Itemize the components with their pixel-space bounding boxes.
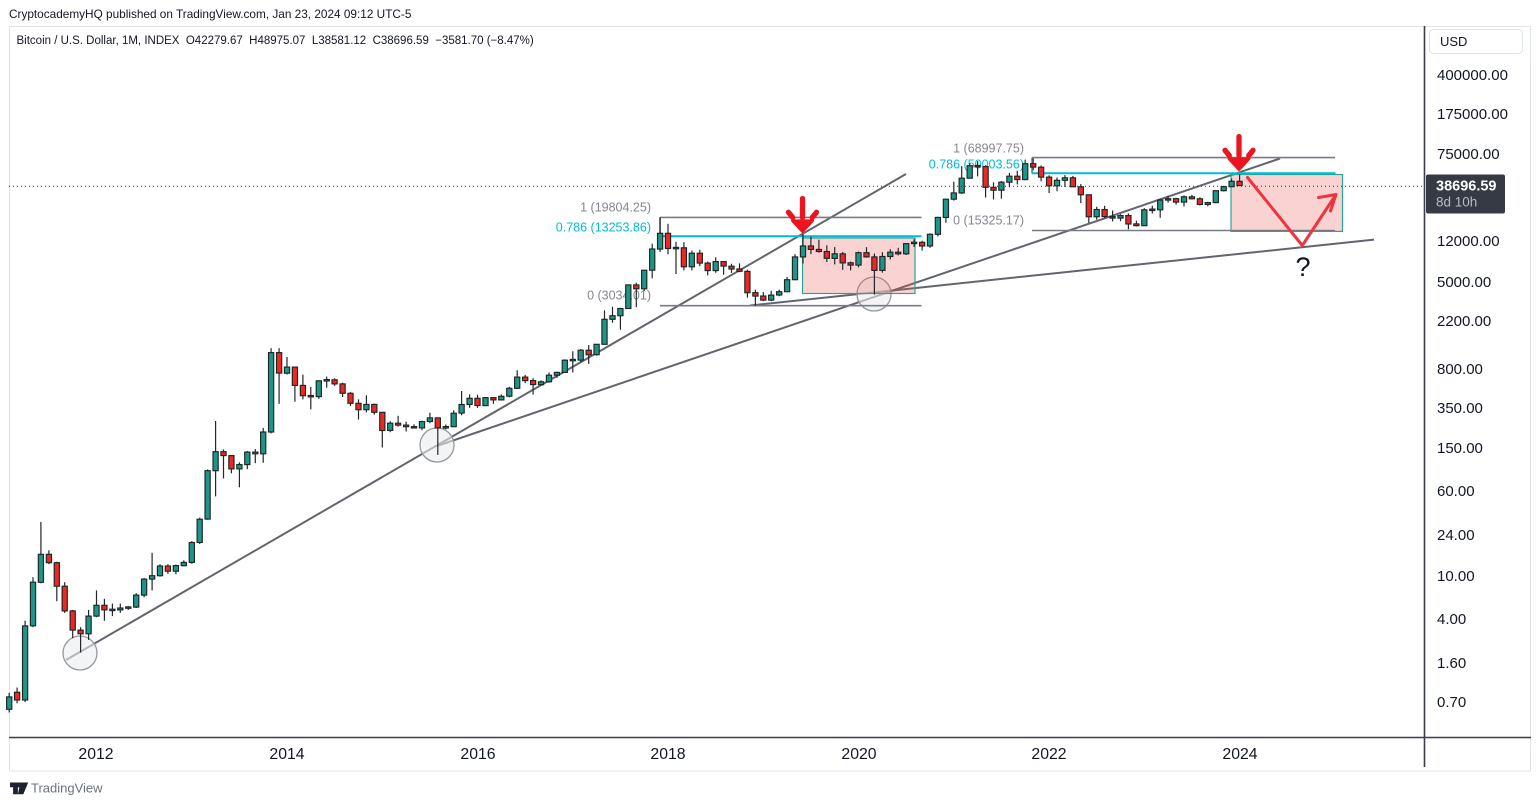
svg-text:5000.00: 5000.00 bbox=[1437, 274, 1491, 291]
svg-text:0.70: 0.70 bbox=[1437, 694, 1466, 711]
svg-text:2018: 2018 bbox=[650, 746, 685, 763]
svg-text:?: ? bbox=[1295, 252, 1310, 282]
svg-text:75000.00: 75000.00 bbox=[1437, 146, 1500, 163]
svg-text:2016: 2016 bbox=[460, 746, 495, 763]
svg-text:1 (19804.25): 1 (19804.25) bbox=[580, 200, 651, 214]
svg-text:175000.00: 175000.00 bbox=[1437, 106, 1508, 123]
svg-text:8d 10h: 8d 10h bbox=[1436, 195, 1477, 210]
svg-text:12000.00: 12000.00 bbox=[1437, 233, 1500, 250]
svg-text:1 (68997.75): 1 (68997.75) bbox=[953, 142, 1024, 156]
svg-text:2024: 2024 bbox=[1222, 746, 1257, 763]
svg-text:0.786 (50003.56): 0.786 (50003.56) bbox=[929, 157, 1024, 171]
svg-text:10.00: 10.00 bbox=[1437, 568, 1475, 585]
svg-text:2200.00: 2200.00 bbox=[1437, 313, 1491, 330]
svg-text:800.00: 800.00 bbox=[1437, 361, 1483, 378]
svg-text:0 (15325.17): 0 (15325.17) bbox=[953, 213, 1024, 227]
svg-text:1.60: 1.60 bbox=[1437, 655, 1466, 672]
svg-text:0 (3034.01): 0 (3034.01) bbox=[587, 288, 651, 302]
svg-text:400000.00: 400000.00 bbox=[1437, 67, 1508, 84]
svg-text:TradingView: TradingView bbox=[31, 781, 103, 796]
svg-text:60.00: 60.00 bbox=[1437, 483, 1475, 500]
svg-text:2022: 2022 bbox=[1031, 746, 1066, 763]
svg-text:Bitcoin / U.S. Dollar, 1M, IND: Bitcoin / U.S. Dollar, 1M, INDEX O42279.… bbox=[17, 35, 534, 47]
svg-text:CryptocademyHQ published on Tr: CryptocademyHQ published on TradingView.… bbox=[9, 7, 412, 21]
svg-text:2020: 2020 bbox=[841, 746, 876, 763]
svg-text:350.00: 350.00 bbox=[1437, 400, 1483, 417]
svg-text:2012: 2012 bbox=[78, 746, 113, 763]
svg-text:38696.59: 38696.59 bbox=[1436, 179, 1496, 195]
svg-text:0.786 (13253.86): 0.786 (13253.86) bbox=[556, 221, 651, 235]
svg-text:2014: 2014 bbox=[269, 746, 304, 763]
svg-text:4.00: 4.00 bbox=[1437, 611, 1466, 628]
svg-text:150.00: 150.00 bbox=[1437, 440, 1483, 457]
svg-text:24.00: 24.00 bbox=[1437, 527, 1475, 544]
svg-text:USD: USD bbox=[1440, 34, 1467, 49]
